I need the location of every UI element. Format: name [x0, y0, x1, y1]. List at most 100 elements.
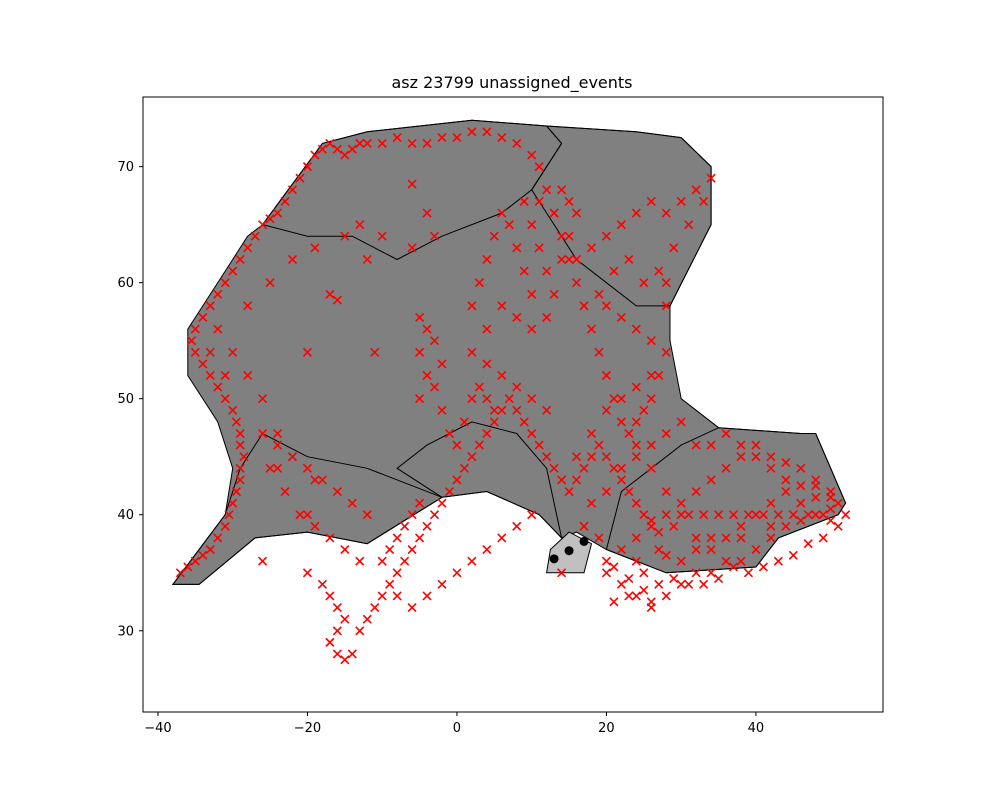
unassigned-event-marker [557, 475, 567, 485]
unassigned-event-marker [766, 533, 776, 543]
unassigned-event-marker [295, 510, 305, 520]
unassigned-event-marker [691, 440, 701, 450]
unassigned-event-marker [571, 278, 582, 288]
unassigned-event-marker [347, 649, 357, 659]
unassigned-event-marker [781, 475, 791, 485]
unassigned-event-marker [646, 463, 656, 473]
unassigned-event-marker [542, 405, 552, 415]
unassigned-event-marker [452, 133, 462, 143]
unassigned-event-marker [557, 231, 567, 241]
unassigned-event-marker [721, 428, 731, 439]
unassigned-event-marker [609, 266, 619, 276]
unassigned-event-marker [519, 417, 529, 427]
unassigned-event-marker [833, 498, 843, 508]
unassigned-event-marker [758, 562, 768, 572]
unassigned-event-marker [616, 579, 626, 589]
unassigned-event-marker [392, 533, 402, 543]
unassigned-event-marker [422, 208, 432, 218]
unassigned-event-marker [497, 370, 507, 381]
unassigned-event-marker [826, 515, 836, 526]
unassigned-event-marker [310, 150, 320, 160]
unassigned-event-marker [706, 568, 716, 578]
unassigned-event-marker [407, 510, 417, 520]
unassigned-event-marker [310, 521, 320, 531]
unassigned-event-marker [669, 573, 679, 584]
unassigned-event-marker [728, 562, 739, 572]
unassigned-event-marker [676, 498, 686, 508]
unassigned-event-marker [631, 417, 641, 427]
unassigned-event-marker [534, 196, 544, 206]
unassigned-event-marker [415, 394, 425, 404]
unassigned-event-marker [713, 510, 724, 520]
unassigned-event-marker [482, 324, 492, 334]
unassigned-event-marker [646, 370, 656, 381]
unassigned-event-marker [497, 533, 507, 543]
unassigned-event-marker [332, 295, 342, 305]
unassigned-event-marker [482, 359, 492, 369]
unassigned-event-marker [467, 301, 477, 311]
unassigned-event-marker [631, 498, 641, 508]
unassigned-event-marker [362, 138, 372, 148]
unassigned-event-marker [325, 289, 335, 299]
unassigned-event-marker [676, 556, 686, 566]
unassigned-event-marker [452, 440, 462, 450]
unassigned-event-marker [437, 498, 447, 508]
unassigned-event-marker [519, 266, 529, 276]
unassigned-event-marker [228, 405, 238, 415]
x-tick-label: 20 [598, 721, 615, 736]
unassigned-event-marker [467, 347, 477, 357]
unassigned-event-marker [377, 556, 387, 566]
unassigned-event-marker [235, 440, 245, 450]
unassigned-event-marker [235, 463, 245, 473]
unassigned-event-marker [736, 452, 746, 462]
unassigned-event-marker [497, 301, 507, 311]
x-tick-label: −20 [294, 721, 321, 736]
x-axis: −40 −20 0 20 40 [144, 712, 764, 736]
unassigned-event-marker [534, 162, 544, 172]
unassigned-event-marker [713, 573, 724, 584]
unassigned-event-marker [594, 440, 604, 450]
unassigned-event-marker [355, 220, 365, 230]
unassigned-event-marker [699, 510, 709, 520]
unassigned-event-marker [355, 138, 365, 148]
unassigned-event-marker [691, 568, 701, 578]
unassigned-event-marker [601, 405, 611, 415]
x-tick-label: 40 [748, 721, 765, 736]
unassigned-event-marker [579, 521, 589, 531]
unassigned-event-marker [489, 405, 499, 415]
region-region-west [171, 432, 444, 585]
unassigned-event-marker [766, 521, 776, 531]
unassigned-event-marker [601, 370, 611, 381]
unassigned-event-marker [190, 324, 200, 334]
unassigned-event-marker [661, 510, 671, 520]
unassigned-event-marker [542, 452, 552, 462]
unassigned-event-marker [287, 185, 298, 195]
unassigned-event-marker [609, 394, 619, 404]
unassigned-event-marker [362, 510, 372, 520]
unassigned-event-marker [340, 231, 350, 241]
unassigned-event-marker [579, 463, 589, 473]
unassigned-event-marker [743, 510, 754, 520]
unassigned-event-marker [332, 486, 342, 497]
unassigned-event-marker [265, 278, 275, 288]
unassigned-event-marker [231, 417, 241, 427]
unassigned-event-marker [571, 208, 582, 218]
unassigned-event-marker [691, 185, 701, 195]
unassigned-event-marker [213, 289, 223, 299]
unassigned-event-marker [220, 278, 230, 288]
unassigned-event-marker [586, 324, 597, 334]
unassigned-event-marker [751, 440, 761, 450]
unassigned-event-marker [833, 521, 843, 531]
unassigned-event-marker [736, 533, 746, 543]
unassigned-event-marker [631, 440, 641, 450]
unassigned-event-marker [624, 428, 634, 439]
unassigned-event-marker [796, 515, 806, 526]
unassigned-event-marker [407, 179, 417, 189]
unassigned-event-marker [415, 312, 425, 323]
unassigned-event-marker [706, 544, 716, 555]
unassigned-event-marker [751, 452, 761, 462]
unassigned-event-marker [459, 463, 469, 473]
unassigned-event-marker [325, 533, 335, 543]
unassigned-event-marker [594, 347, 604, 357]
unassigned-event-marker [661, 486, 671, 497]
